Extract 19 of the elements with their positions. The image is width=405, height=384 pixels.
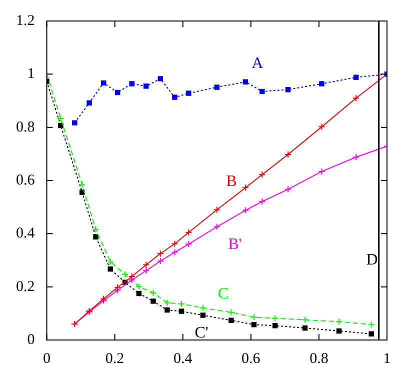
x-tick-label: 0.6	[242, 350, 261, 367]
y-tick-label: 0.6	[16, 172, 36, 188]
y-tick-label: 0.2	[16, 278, 35, 295]
y-tick-label: 1.2	[16, 12, 35, 29]
y-tick-label: 0	[27, 332, 35, 348]
x-tick-label: 0	[43, 350, 50, 367]
y-tick-label: 0.8	[16, 119, 35, 136]
series-label: C	[218, 286, 228, 303]
series-label: C'	[194, 324, 208, 342]
x-tick-label: 0.2	[105, 350, 124, 367]
series-label: B'	[228, 236, 242, 253]
ref-line-label: D	[366, 251, 378, 268]
series-label: B	[226, 172, 237, 190]
series-label: A	[252, 55, 264, 72]
x-tick-label: 1	[383, 350, 391, 367]
y-tick-label: 0.4	[16, 226, 36, 242]
x-tick-label: 0.4	[173, 350, 193, 367]
y-tick-label: 1	[27, 66, 35, 82]
x-tick-label: 0.8	[310, 350, 328, 367]
